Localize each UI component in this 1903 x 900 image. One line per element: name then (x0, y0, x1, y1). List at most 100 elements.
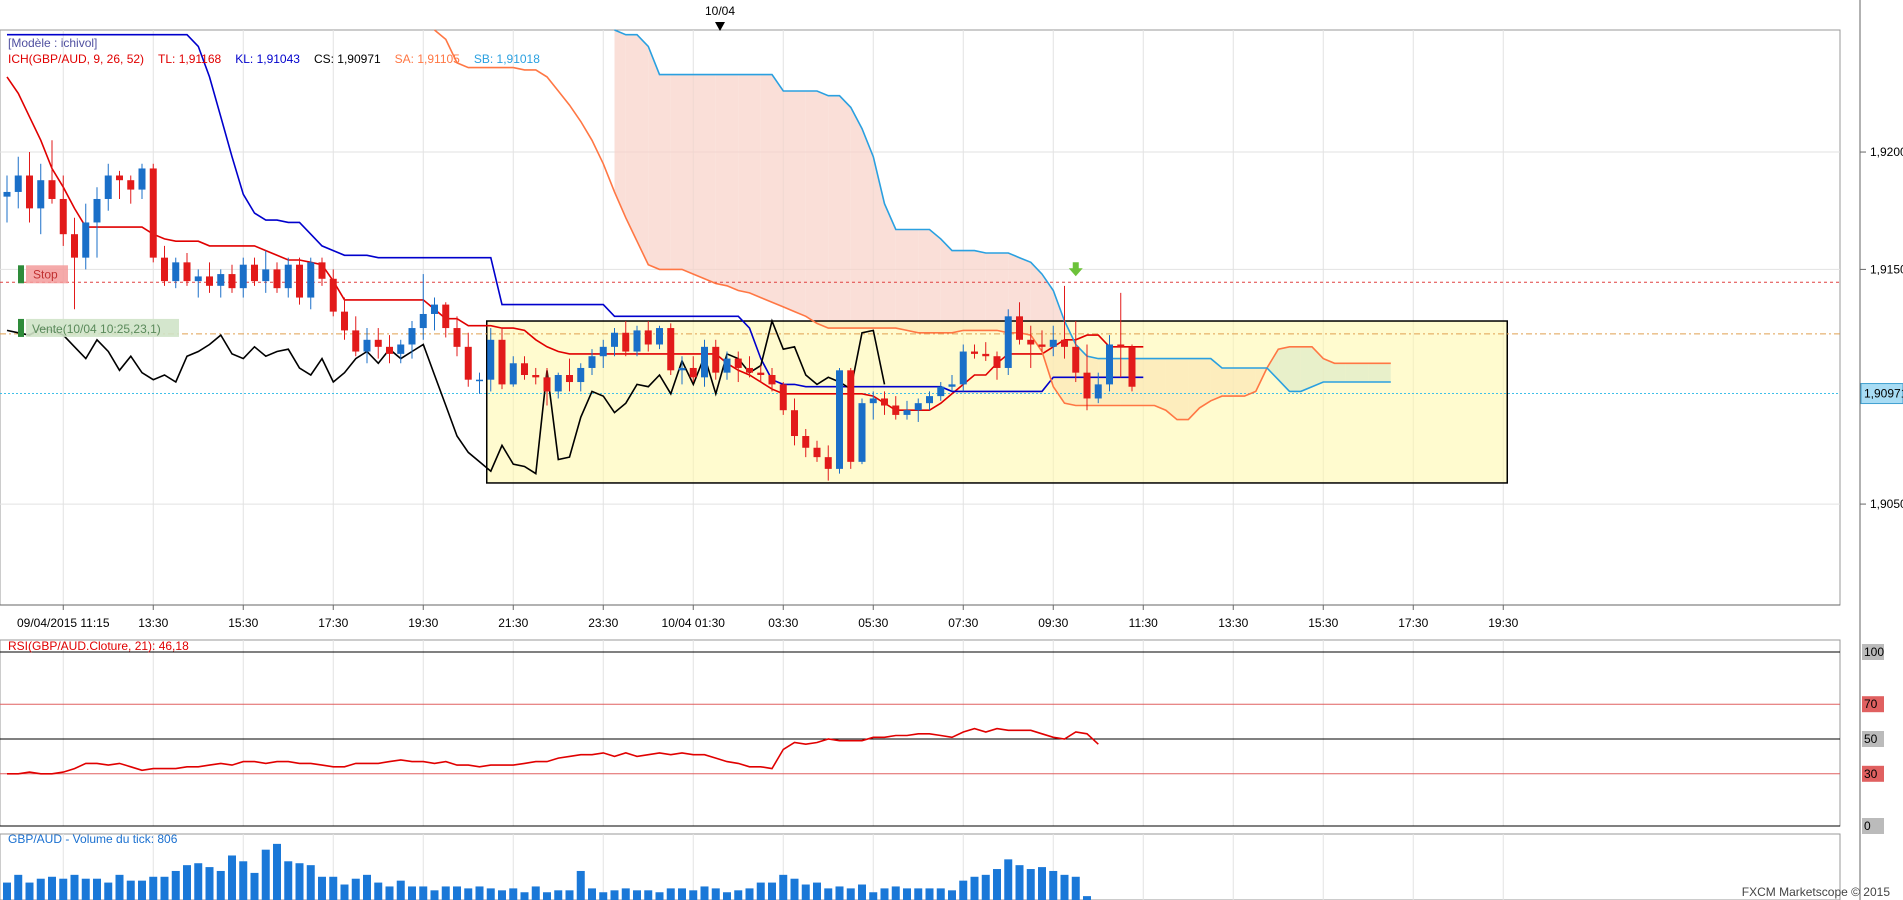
volume-bar[interactable] (520, 892, 529, 900)
candle-body[interactable] (644, 330, 652, 345)
volume-bar[interactable] (396, 880, 405, 900)
volume-bar[interactable] (138, 880, 146, 900)
candle-body[interactable] (847, 370, 855, 462)
candle-body[interactable] (487, 339, 495, 380)
volume-bar[interactable] (273, 843, 281, 900)
volume-bar[interactable] (340, 884, 349, 900)
volume-bar[interactable] (846, 888, 855, 900)
stop-tag-bg[interactable] (26, 265, 68, 284)
volume-bar[interactable] (250, 872, 259, 900)
candle-body[interactable] (284, 264, 292, 289)
volume-bar[interactable] (1015, 865, 1024, 900)
volume-bar[interactable] (835, 886, 844, 900)
volume-bar[interactable] (1038, 867, 1046, 900)
volume-bar[interactable] (149, 876, 158, 900)
candle-body[interactable] (779, 384, 787, 411)
candle-body[interactable] (701, 346, 708, 378)
volume-bar[interactable] (295, 863, 304, 900)
candle-body[interactable] (116, 175, 123, 181)
volume-bar[interactable] (430, 890, 439, 900)
candle-body[interactable] (712, 346, 720, 373)
volume-bar[interactable] (104, 882, 113, 900)
candle-body[interactable] (1016, 316, 1023, 340)
volume-bar[interactable] (621, 888, 630, 900)
volume-bar[interactable] (81, 878, 90, 900)
candle-body[interactable] (442, 304, 450, 329)
volume-bar[interactable] (554, 890, 563, 900)
candle-body[interactable] (937, 386, 945, 397)
volume-bar[interactable] (25, 882, 34, 900)
candle-body[interactable] (622, 332, 630, 352)
volume-bar[interactable] (633, 890, 641, 900)
candle-body[interactable] (689, 367, 697, 378)
candle-body[interactable] (869, 398, 877, 404)
volume-bar[interactable] (981, 874, 990, 900)
volume-bar[interactable] (1060, 874, 1069, 900)
candle-body[interactable] (982, 353, 990, 357)
candle-body[interactable] (633, 330, 641, 352)
volume-bar[interactable] (576, 870, 585, 900)
candle-body[interactable] (172, 262, 180, 282)
volume-bar[interactable] (599, 892, 608, 900)
volume-bar[interactable] (869, 892, 878, 900)
candle-body[interactable] (228, 274, 236, 289)
candle-body[interactable] (93, 198, 101, 223)
volume-bar[interactable] (374, 882, 383, 900)
candle-body[interactable] (37, 180, 45, 209)
volume-bar[interactable] (306, 865, 315, 900)
candle-body[interactable] (183, 262, 191, 282)
volume-bar[interactable] (464, 888, 473, 900)
candle-body[interactable] (746, 367, 753, 373)
candle-body[interactable] (667, 328, 675, 371)
volume-bar[interactable] (1004, 859, 1013, 900)
volume-bar[interactable] (486, 888, 495, 900)
volume-bar[interactable] (993, 869, 1001, 900)
volume-bar[interactable] (903, 888, 911, 900)
candle-body[interactable] (903, 410, 911, 415)
candle-body[interactable] (914, 403, 922, 411)
candle-body[interactable] (138, 168, 146, 190)
volume-bar[interactable] (801, 884, 810, 900)
candle-body[interactable] (577, 367, 585, 383)
volume-bar[interactable] (126, 880, 135, 900)
volume-bar[interactable] (948, 890, 956, 900)
candle-body[interactable] (1049, 339, 1057, 347)
candle-body[interactable] (431, 304, 438, 314)
candle-body[interactable] (802, 436, 810, 448)
volume-bar[interactable] (70, 874, 79, 900)
volume-bar[interactable] (689, 890, 698, 900)
candle-body[interactable] (599, 346, 607, 357)
candle-body[interactable] (734, 358, 742, 368)
candle-body[interactable] (1083, 372, 1091, 399)
volume-bar[interactable] (498, 890, 506, 900)
candle-body[interactable] (273, 269, 281, 289)
volume-bar[interactable] (970, 876, 979, 900)
candle-body[interactable] (971, 351, 978, 354)
volume-bar[interactable] (531, 886, 540, 900)
candle-body[interactable] (1106, 344, 1113, 385)
candle-body[interactable] (892, 405, 900, 415)
volume-bar[interactable] (925, 888, 934, 900)
volume-bar[interactable] (565, 890, 574, 900)
volume-bar[interactable] (509, 888, 518, 900)
volume-bar[interactable] (3, 882, 11, 900)
volume-bar[interactable] (891, 886, 900, 900)
volume-bar[interactable] (183, 865, 191, 900)
price-panel[interactable]: 1,9200 1,9150 1,9050 Stop Vente(10/04 10:25,… (0, 29, 1903, 606)
candle-body[interactable] (678, 367, 686, 371)
candle-body[interactable] (566, 375, 573, 383)
volume-bar[interactable] (318, 876, 326, 900)
candle-body[interactable] (543, 377, 551, 392)
volume-bar[interactable] (14, 874, 23, 900)
candle-body[interactable] (408, 328, 416, 345)
volume-bar[interactable] (655, 892, 664, 900)
candle-body[interactable] (453, 328, 461, 347)
volume-bar[interactable] (858, 884, 866, 900)
volume-bar[interactable] (824, 888, 833, 900)
volume-bar[interactable] (1071, 876, 1080, 900)
candle-body[interactable] (476, 379, 483, 382)
volume-bar[interactable] (1049, 870, 1058, 900)
candle-body[interactable] (1128, 346, 1136, 387)
volume-bar[interactable] (790, 878, 799, 900)
candle-body[interactable] (419, 313, 427, 329)
